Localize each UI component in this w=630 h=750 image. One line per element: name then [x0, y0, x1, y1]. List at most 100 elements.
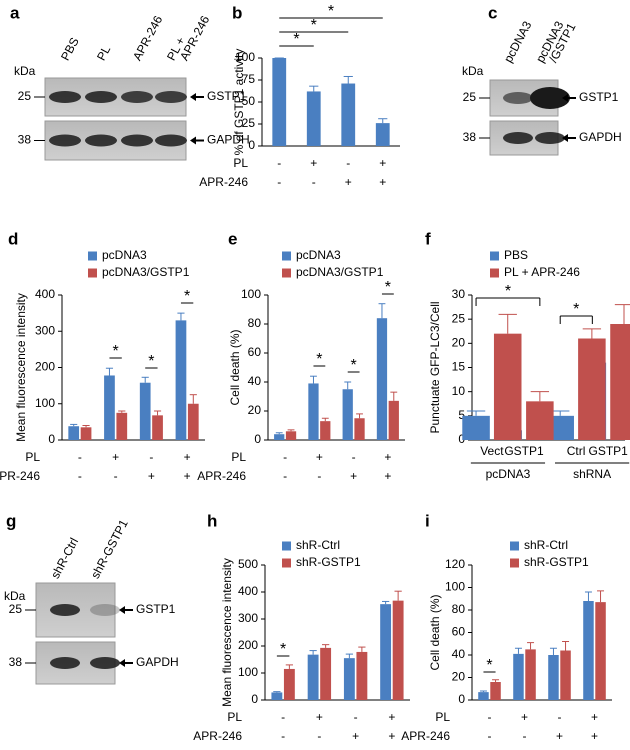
condition-value: -: [558, 710, 562, 724]
bar: [376, 318, 388, 440]
error-bar: [514, 647, 522, 654]
y-tick-label: 50: [242, 94, 256, 108]
significance-star: *: [351, 357, 357, 374]
bar: [513, 653, 524, 700]
error-bar: [343, 75, 353, 84]
legend-label: pcDNA3: [102, 248, 147, 262]
error-bar: [390, 391, 398, 401]
condition-value: -: [277, 156, 281, 170]
condition-value: +: [591, 710, 598, 724]
condition-value: +: [350, 469, 357, 483]
bar: [272, 58, 287, 146]
band: [50, 657, 80, 669]
y-tick-label: 30: [452, 287, 466, 301]
protein-label: GAPDH: [136, 655, 179, 669]
lane-label: pcDNA3: [501, 19, 534, 65]
band: [50, 604, 80, 616]
significance-star: *: [505, 283, 511, 300]
significance-star: *: [486, 657, 492, 674]
lane-label: PL: [94, 43, 113, 63]
legend-swatch: [282, 251, 291, 261]
error-bar: [394, 590, 402, 601]
band: [49, 91, 81, 103]
band: [85, 134, 117, 147]
y-tick-label: 100: [235, 50, 255, 64]
legend-swatch: [282, 558, 291, 568]
y-axis-label: Cell death (%): [428, 594, 442, 670]
y-tick-label: 100: [241, 287, 261, 301]
band: [535, 132, 565, 144]
condition-value: +: [384, 469, 391, 483]
bar: [578, 338, 606, 440]
y-tick-label: 200: [35, 360, 55, 374]
bar: [493, 333, 522, 440]
bar: [342, 389, 353, 440]
bar: [104, 375, 115, 440]
legend-label: pcDNA3: [296, 248, 341, 262]
condition-value: +: [148, 469, 155, 483]
arrow-head: [119, 606, 125, 614]
condition-value: +: [379, 175, 386, 189]
y-axis-label: Cell death (%): [228, 329, 242, 405]
protein-label: GAPDH: [207, 133, 250, 147]
y-tick-label: 0: [458, 692, 465, 706]
condition-value: +: [316, 450, 323, 464]
panel-letter: c: [488, 3, 497, 22]
legend-label: pcDNA3/GSTP1: [296, 265, 384, 279]
error-bar: [614, 304, 630, 324]
condition-label: APR-246: [401, 729, 450, 743]
significance-star: *: [293, 31, 299, 48]
kda-label: kDa: [4, 589, 26, 603]
error-bar: [189, 394, 197, 404]
panel-letter: i: [425, 511, 430, 530]
legend-swatch: [282, 541, 291, 551]
marker-label: 38: [18, 133, 32, 147]
bar: [610, 324, 630, 440]
condition-value: +: [352, 729, 359, 743]
condition-value: -: [114, 469, 118, 483]
legend-swatch: [88, 251, 97, 261]
error-bar: [358, 646, 366, 652]
protein-label: GSTP1: [136, 602, 176, 616]
band: [155, 91, 187, 103]
condition-value: -: [283, 450, 287, 464]
y-tick-label: 120: [445, 557, 465, 571]
significance-star: *: [385, 279, 391, 296]
y-tick-label: 5: [458, 408, 465, 422]
panel-letter: b: [232, 3, 242, 22]
bar: [320, 647, 332, 700]
marker-label: 25: [463, 90, 477, 104]
marker-label: 25: [18, 89, 32, 103]
error-bar: [530, 391, 550, 402]
y-tick-label: 80: [248, 316, 262, 330]
protein-label: GSTP1: [579, 90, 619, 104]
legend-label: pcDNA3/GSTP1: [102, 265, 190, 279]
condition-label: APR-246: [199, 175, 248, 189]
condition-value: +: [379, 156, 386, 170]
error-bar: [118, 410, 126, 413]
panel-letter: d: [8, 229, 18, 248]
y-tick-label: 15: [452, 360, 466, 374]
band: [49, 134, 81, 147]
error-bar: [285, 664, 294, 669]
y-tick-label: 25: [452, 311, 466, 325]
lane-label: shR-GSTP1: [88, 517, 131, 581]
error-bar: [527, 642, 535, 650]
bar: [478, 692, 489, 700]
bar: [583, 601, 594, 700]
significance-star: *: [311, 17, 317, 34]
y-tick-label: 500: [238, 557, 258, 571]
condition-value: -: [317, 469, 321, 483]
bar: [354, 418, 365, 440]
significance-star: *: [148, 353, 154, 370]
bar: [307, 654, 319, 700]
band: [90, 604, 120, 616]
condition-value: +: [112, 450, 119, 464]
y-tick-label: 400: [238, 584, 258, 598]
condition-label: APR-246: [197, 469, 246, 483]
bar: [341, 83, 356, 146]
y-tick-label: 60: [248, 345, 262, 359]
condition-value: +: [316, 710, 323, 724]
arrow-head: [562, 94, 568, 102]
